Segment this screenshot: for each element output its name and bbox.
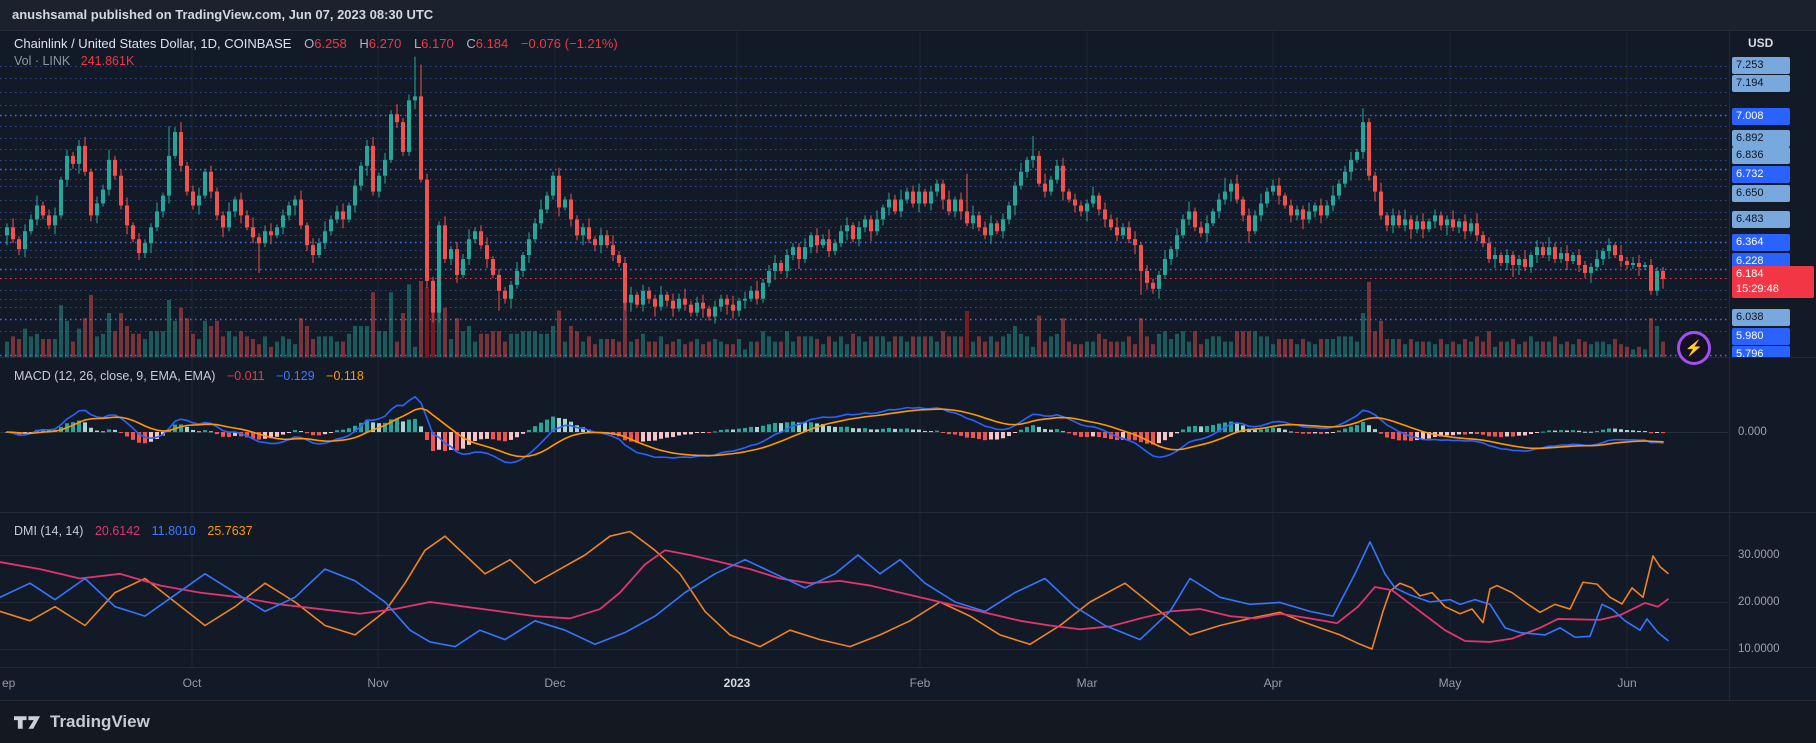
macd-signal-line xyxy=(6,407,1664,458)
change-value: −0.076 (−1.21%) xyxy=(520,36,618,51)
current-price-label: 6.184 15:29:48 xyxy=(1732,266,1814,298)
low-value: 6.170 xyxy=(421,36,454,51)
dmi-minus-di-line xyxy=(0,530,1669,650)
time-axis-label: Dec xyxy=(544,676,566,690)
price-axis-border xyxy=(1729,30,1730,700)
volume-label[interactable]: Vol · LINK xyxy=(14,54,71,68)
price-axis-label: 7.253 xyxy=(1732,57,1790,74)
low-label: L xyxy=(413,36,422,51)
candles xyxy=(5,56,1665,324)
time-axis-label: 2023 xyxy=(723,676,751,690)
price-axis-label: 5.796 xyxy=(1732,346,1790,358)
pane-divider-price-macd[interactable] xyxy=(0,357,1816,358)
boost-lightning-button[interactable]: ⚡ xyxy=(1677,331,1711,365)
pane-divider-top xyxy=(0,30,1816,31)
volume-bars xyxy=(5,281,1665,357)
time-axis-label: Feb xyxy=(909,676,931,690)
pane-divider-macd-dmi[interactable] xyxy=(0,512,1816,513)
high-label: H xyxy=(359,36,369,51)
price-axis-label: 6.650 xyxy=(1732,185,1790,202)
indicator-axis-label: 10.0000 xyxy=(1738,643,1780,655)
price-axis-label: 6.732 xyxy=(1732,166,1790,183)
indicator-axis-label: 30.0000 xyxy=(1738,549,1780,561)
time-axis-label: May xyxy=(1438,676,1462,690)
price-axis-label: 6.364 xyxy=(1732,234,1790,251)
pane-divider-dmi-timeaxis xyxy=(0,667,1816,668)
currency-label: USD xyxy=(1748,36,1774,50)
time-axis-label: Oct xyxy=(182,676,202,690)
price-axis-label: 6.038 xyxy=(1732,309,1790,326)
price-axis-label: 7.194 xyxy=(1732,75,1790,92)
bar-countdown: 15:29:48 xyxy=(1736,283,1779,295)
price-axis[interactable]: 7.253 7.194 7.008 6.892 6.836 6.732 6.650 6.483… xyxy=(1730,30,1816,358)
time-axis-label: Nov xyxy=(367,676,389,690)
dmi-plus-di-value: 11.8010 xyxy=(151,524,196,538)
price-axis-label: 6.483 xyxy=(1732,211,1790,228)
dmi-adx-value: 20.6142 xyxy=(94,524,141,538)
dmi-legend: DMI (14, 14) 20.6142 11.8010 25.7637 xyxy=(14,524,253,538)
current-price-value: 6.184 xyxy=(1736,268,1764,280)
macd-label[interactable]: MACD (12, 26, close, 9, EMA, EMA) xyxy=(14,369,216,383)
price-axis-label: 6.892 xyxy=(1732,130,1790,147)
lightning-icon: ⚡ xyxy=(1684,340,1704,357)
price-axis-label: 7.008 xyxy=(1732,108,1790,125)
symbol-title[interactable]: Chainlink / United States Dollar, 1D, CO… xyxy=(14,36,292,51)
dmi-minus-di-value: 25.7637 xyxy=(207,524,253,538)
macd-line xyxy=(6,395,1664,464)
macd-signal-value: −0.118 xyxy=(326,369,364,383)
close-label: C xyxy=(466,36,476,51)
macd-line-value: −0.129 xyxy=(276,369,315,383)
dmi-label[interactable]: DMI (14, 14) xyxy=(14,524,84,538)
dmi-plus-di-line xyxy=(0,541,1669,648)
indicator-axis-label: 0.000 xyxy=(1738,426,1767,438)
footer-bar: TradingView xyxy=(0,700,1816,743)
close-value: 6.184 xyxy=(475,36,509,51)
price-axis-label: 6.836 xyxy=(1732,147,1790,164)
high-value: 6.270 xyxy=(368,36,402,51)
time-axis-label: Jun xyxy=(1617,676,1637,690)
macd-histogram-value: −0.011 xyxy=(226,369,265,383)
price-axis-label: 5.980 xyxy=(1732,328,1790,345)
volume-legend: Vol · LINK 241.861K xyxy=(14,54,134,68)
tradingview-logo-icon[interactable] xyxy=(14,715,40,729)
open-value: 6.258 xyxy=(314,36,347,51)
published-header: anushsamal published on TradingView.com,… xyxy=(0,0,1816,30)
time-axis-label: ep xyxy=(2,676,16,690)
time-axis-label: Apr xyxy=(1263,676,1283,690)
price-axis-label: 6.228 xyxy=(1732,253,1790,270)
published-header-text: anushsamal published on TradingView.com,… xyxy=(12,7,434,22)
dmi-adx-line xyxy=(0,549,1669,643)
open-label: O xyxy=(304,36,315,51)
time-axis-label: Mar xyxy=(1076,676,1098,690)
symbol-legend: Chainlink / United States Dollar, 1D, CO… xyxy=(14,36,618,51)
tradingview-brand-text[interactable]: TradingView xyxy=(50,712,150,731)
volume-value: 241.861K xyxy=(80,54,135,68)
indicator-axis-label: 20.0000 xyxy=(1738,596,1780,608)
macd-legend: MACD (12, 26, close, 9, EMA, EMA) −0.011… xyxy=(14,369,364,383)
